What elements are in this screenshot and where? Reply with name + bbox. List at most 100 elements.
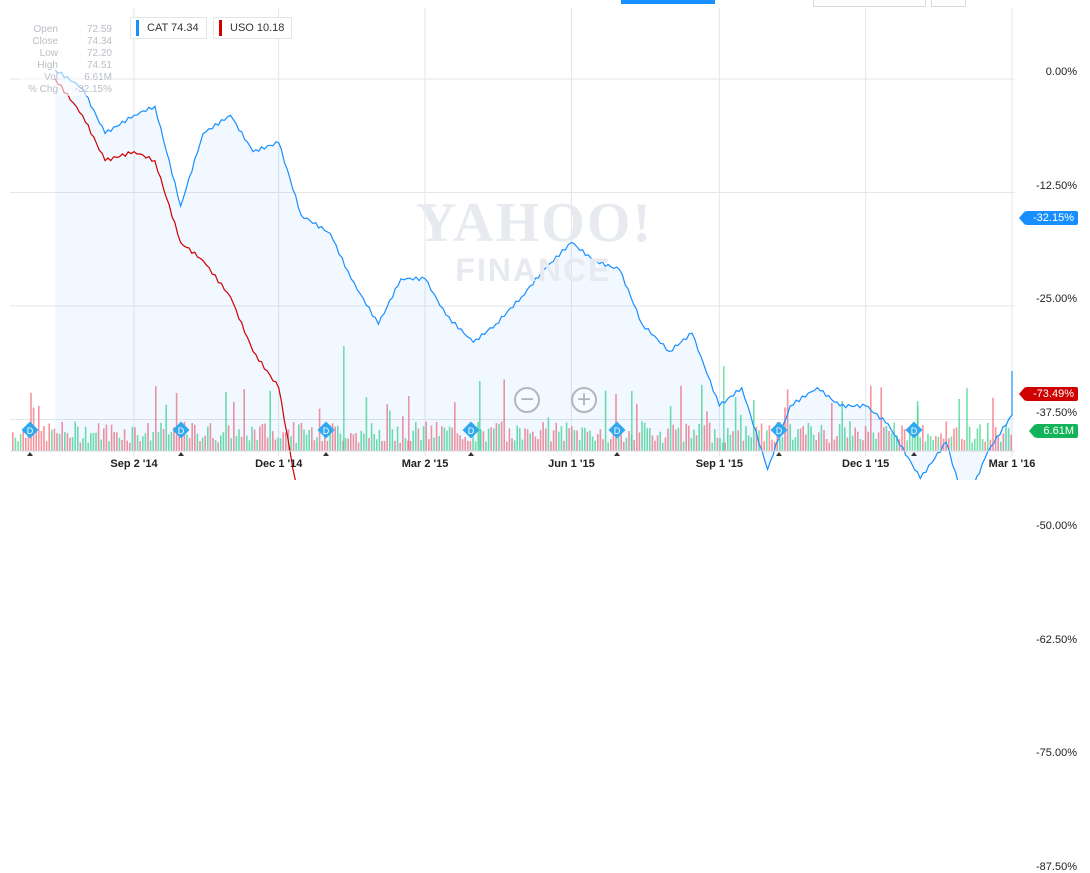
uso-line[interactable] (54, 78, 1012, 480)
volume-bar (308, 429, 310, 451)
volume-bar (675, 429, 677, 451)
volume-bar (201, 437, 204, 451)
volume-bar (394, 440, 396, 451)
volume-bar (19, 434, 22, 451)
volume-bar (243, 389, 245, 451)
x-tick-label: Jun 1 '15 (548, 458, 595, 470)
zoom-in-button[interactable]: + (571, 387, 597, 413)
volume-bar (56, 433, 58, 451)
volume-bar (607, 442, 609, 451)
volume-bar (610, 439, 612, 451)
volume-bar (503, 379, 505, 451)
volume-bar (90, 433, 92, 451)
volume-bar (451, 427, 453, 451)
volume-bar (240, 436, 243, 451)
volume-bar (838, 424, 841, 451)
volume-bar (17, 441, 19, 451)
volume-bar (378, 430, 381, 451)
volume-bar (981, 439, 984, 451)
volume-bar-spike (723, 366, 725, 451)
volume-bar (27, 430, 30, 451)
volume-bar (883, 427, 885, 451)
volume-bar (373, 433, 375, 451)
active-range-tab-indicator[interactable] (621, 0, 715, 4)
range-toggle-box[interactable] (931, 0, 966, 7)
volume-bar (584, 427, 586, 451)
legend-item-uso[interactable]: USO 10.18 (213, 17, 292, 39)
volume-bar (363, 433, 365, 451)
volume-bar (134, 427, 136, 451)
volume-bar (737, 430, 739, 451)
volume-bar (477, 422, 479, 451)
volume-bar (992, 397, 994, 451)
volume-bar (435, 422, 438, 451)
volume-bar (149, 440, 152, 451)
volume-bar (987, 422, 989, 451)
volume-bar (646, 428, 648, 451)
volume-bar (147, 423, 149, 451)
volume-bar (997, 436, 999, 451)
volume-bar-spike (408, 396, 410, 451)
volume-bar (347, 438, 349, 451)
volume-bar (194, 424, 196, 451)
volume-bar (558, 431, 560, 451)
y-tick-label: -62.50% (1036, 633, 1077, 646)
dividend-marker-icon[interactable]: D (608, 421, 626, 456)
open-value: 72.59 (86, 24, 112, 35)
volume-bar (461, 439, 464, 451)
volume-bar (485, 441, 487, 451)
volume-bar (290, 436, 292, 451)
volume-bar (953, 428, 955, 451)
volume-bar (742, 440, 745, 451)
zoom-out-button[interactable]: − (514, 387, 540, 413)
volume-bar (100, 439, 102, 451)
volume-bar (571, 426, 573, 451)
volume-bar (667, 428, 669, 451)
volume-bar (246, 435, 248, 451)
legend-item-cat[interactable]: CAT 74.34 (130, 17, 207, 39)
volume-bar (802, 426, 804, 451)
volume-bar (695, 435, 698, 451)
volume-bar (937, 436, 940, 451)
volume-bar (836, 436, 838, 451)
volume-bar (464, 436, 466, 451)
volume-bar (61, 422, 63, 451)
volume-bar (467, 440, 469, 451)
dividend-marker-icon[interactable]: D (770, 421, 788, 456)
volume-bar (875, 438, 877, 451)
volume-bar (602, 439, 604, 451)
volume-bar (51, 429, 53, 451)
volume-bar (664, 437, 667, 451)
dividend-marker-icon[interactable]: D (462, 421, 480, 456)
legend-uso-label: USO 10.18 (230, 22, 285, 34)
cat-line[interactable] (54, 69, 1013, 480)
volume-bar (974, 438, 976, 451)
volume-bar (303, 429, 305, 451)
volume-bar (292, 421, 295, 451)
volume-bar (922, 425, 924, 451)
volume-bar (298, 424, 300, 451)
volume-bar (233, 401, 235, 451)
volume-bar (539, 430, 542, 451)
volume-bar (139, 441, 141, 451)
volume-bar (786, 389, 789, 451)
volume-bar (103, 428, 105, 451)
range-input-box[interactable] (813, 0, 926, 7)
volume-bar (888, 431, 890, 451)
uso-swatch-icon (219, 20, 222, 36)
volume-bar (669, 406, 672, 451)
volume-bar (654, 440, 656, 451)
volume-bar (872, 432, 875, 451)
volume-bar (482, 431, 485, 451)
volume-bar (807, 423, 810, 451)
volume-bar (433, 437, 435, 451)
dividend-marker-icon[interactable]: D (172, 421, 190, 456)
volume-bar (911, 428, 914, 451)
dividend-marker-icon[interactable]: D (905, 421, 923, 456)
volume-bar (537, 439, 539, 451)
dividend-marker-icon[interactable]: D (317, 421, 335, 456)
volume-bar (173, 427, 175, 451)
ohlc-tooltip: Open 72.59 Close 74.34 Low 72.20 High 74.51 … (20, 24, 112, 96)
